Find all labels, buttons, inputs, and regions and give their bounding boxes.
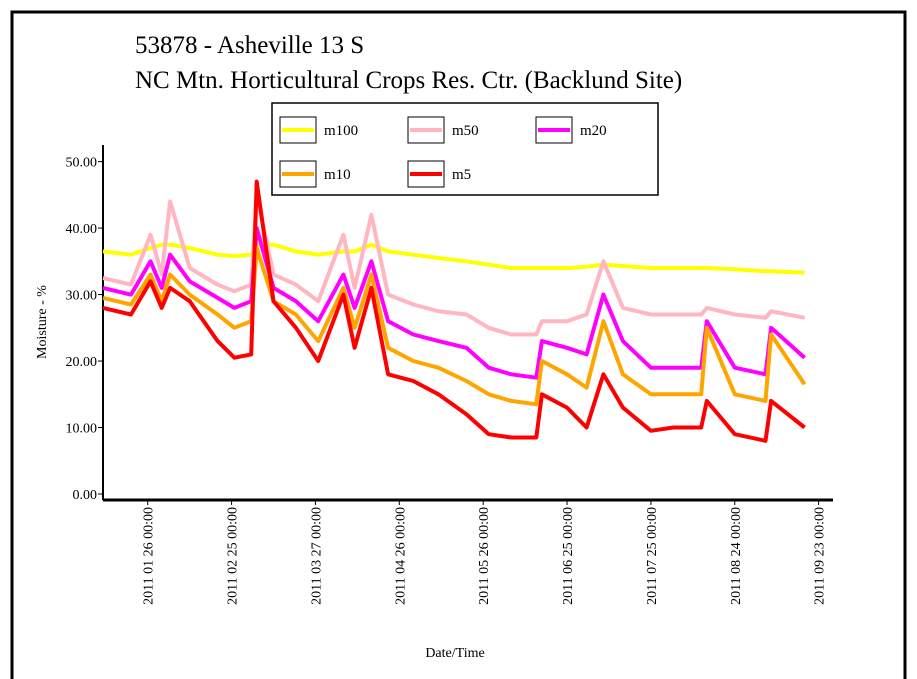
legend-label: m20 (580, 123, 607, 139)
y-tick-label: 0.00 (73, 488, 98, 503)
chart-subtitle: NC Mtn. Horticultural Crops Res. Ctr. (B… (135, 67, 682, 94)
series-line (102, 242, 805, 275)
frame (10, 10, 907, 679)
y-tick-label: 20.00 (66, 355, 98, 370)
x-axis-label: Date/Time (425, 646, 484, 661)
series-line (102, 192, 805, 337)
legend-label: m100 (324, 123, 358, 139)
x-tick-label: 2011 03 27 00:00 (309, 507, 324, 605)
legend (271, 102, 659, 196)
x-tick-label: 2011 06 25 00:00 (561, 507, 576, 605)
series-line (102, 246, 807, 407)
x-tick-label: 2011 05 26 00:00 (477, 507, 492, 605)
y-tick-label: 30.00 (66, 289, 98, 304)
y-axis-label: Moisture - % (35, 285, 50, 359)
chart-title: 53878 - Asheville 13 S (135, 32, 364, 59)
x-tick-label: 2011 07 25 00:00 (645, 507, 660, 605)
x-tick-label: 2011 04 26 00:00 (393, 507, 408, 605)
x-tick-label: 2011 01 26 00:00 (142, 507, 157, 605)
series-line (102, 226, 806, 380)
legend-label: m5 (452, 167, 471, 183)
series-line (102, 179, 806, 443)
x-tick-label: 2011 02 25 00:00 (226, 507, 241, 605)
legend-label: m10 (324, 167, 351, 183)
x-tick-label: 2011 09 23 00:00 (813, 507, 828, 605)
y-tick-label: 50.00 (66, 156, 98, 171)
y-tick-label: 40.00 (66, 222, 98, 237)
x-tick-label: 2011 08 24 00:00 (729, 507, 744, 605)
y-tick-label: 10.00 (66, 422, 98, 437)
legend-label: m50 (452, 123, 479, 139)
